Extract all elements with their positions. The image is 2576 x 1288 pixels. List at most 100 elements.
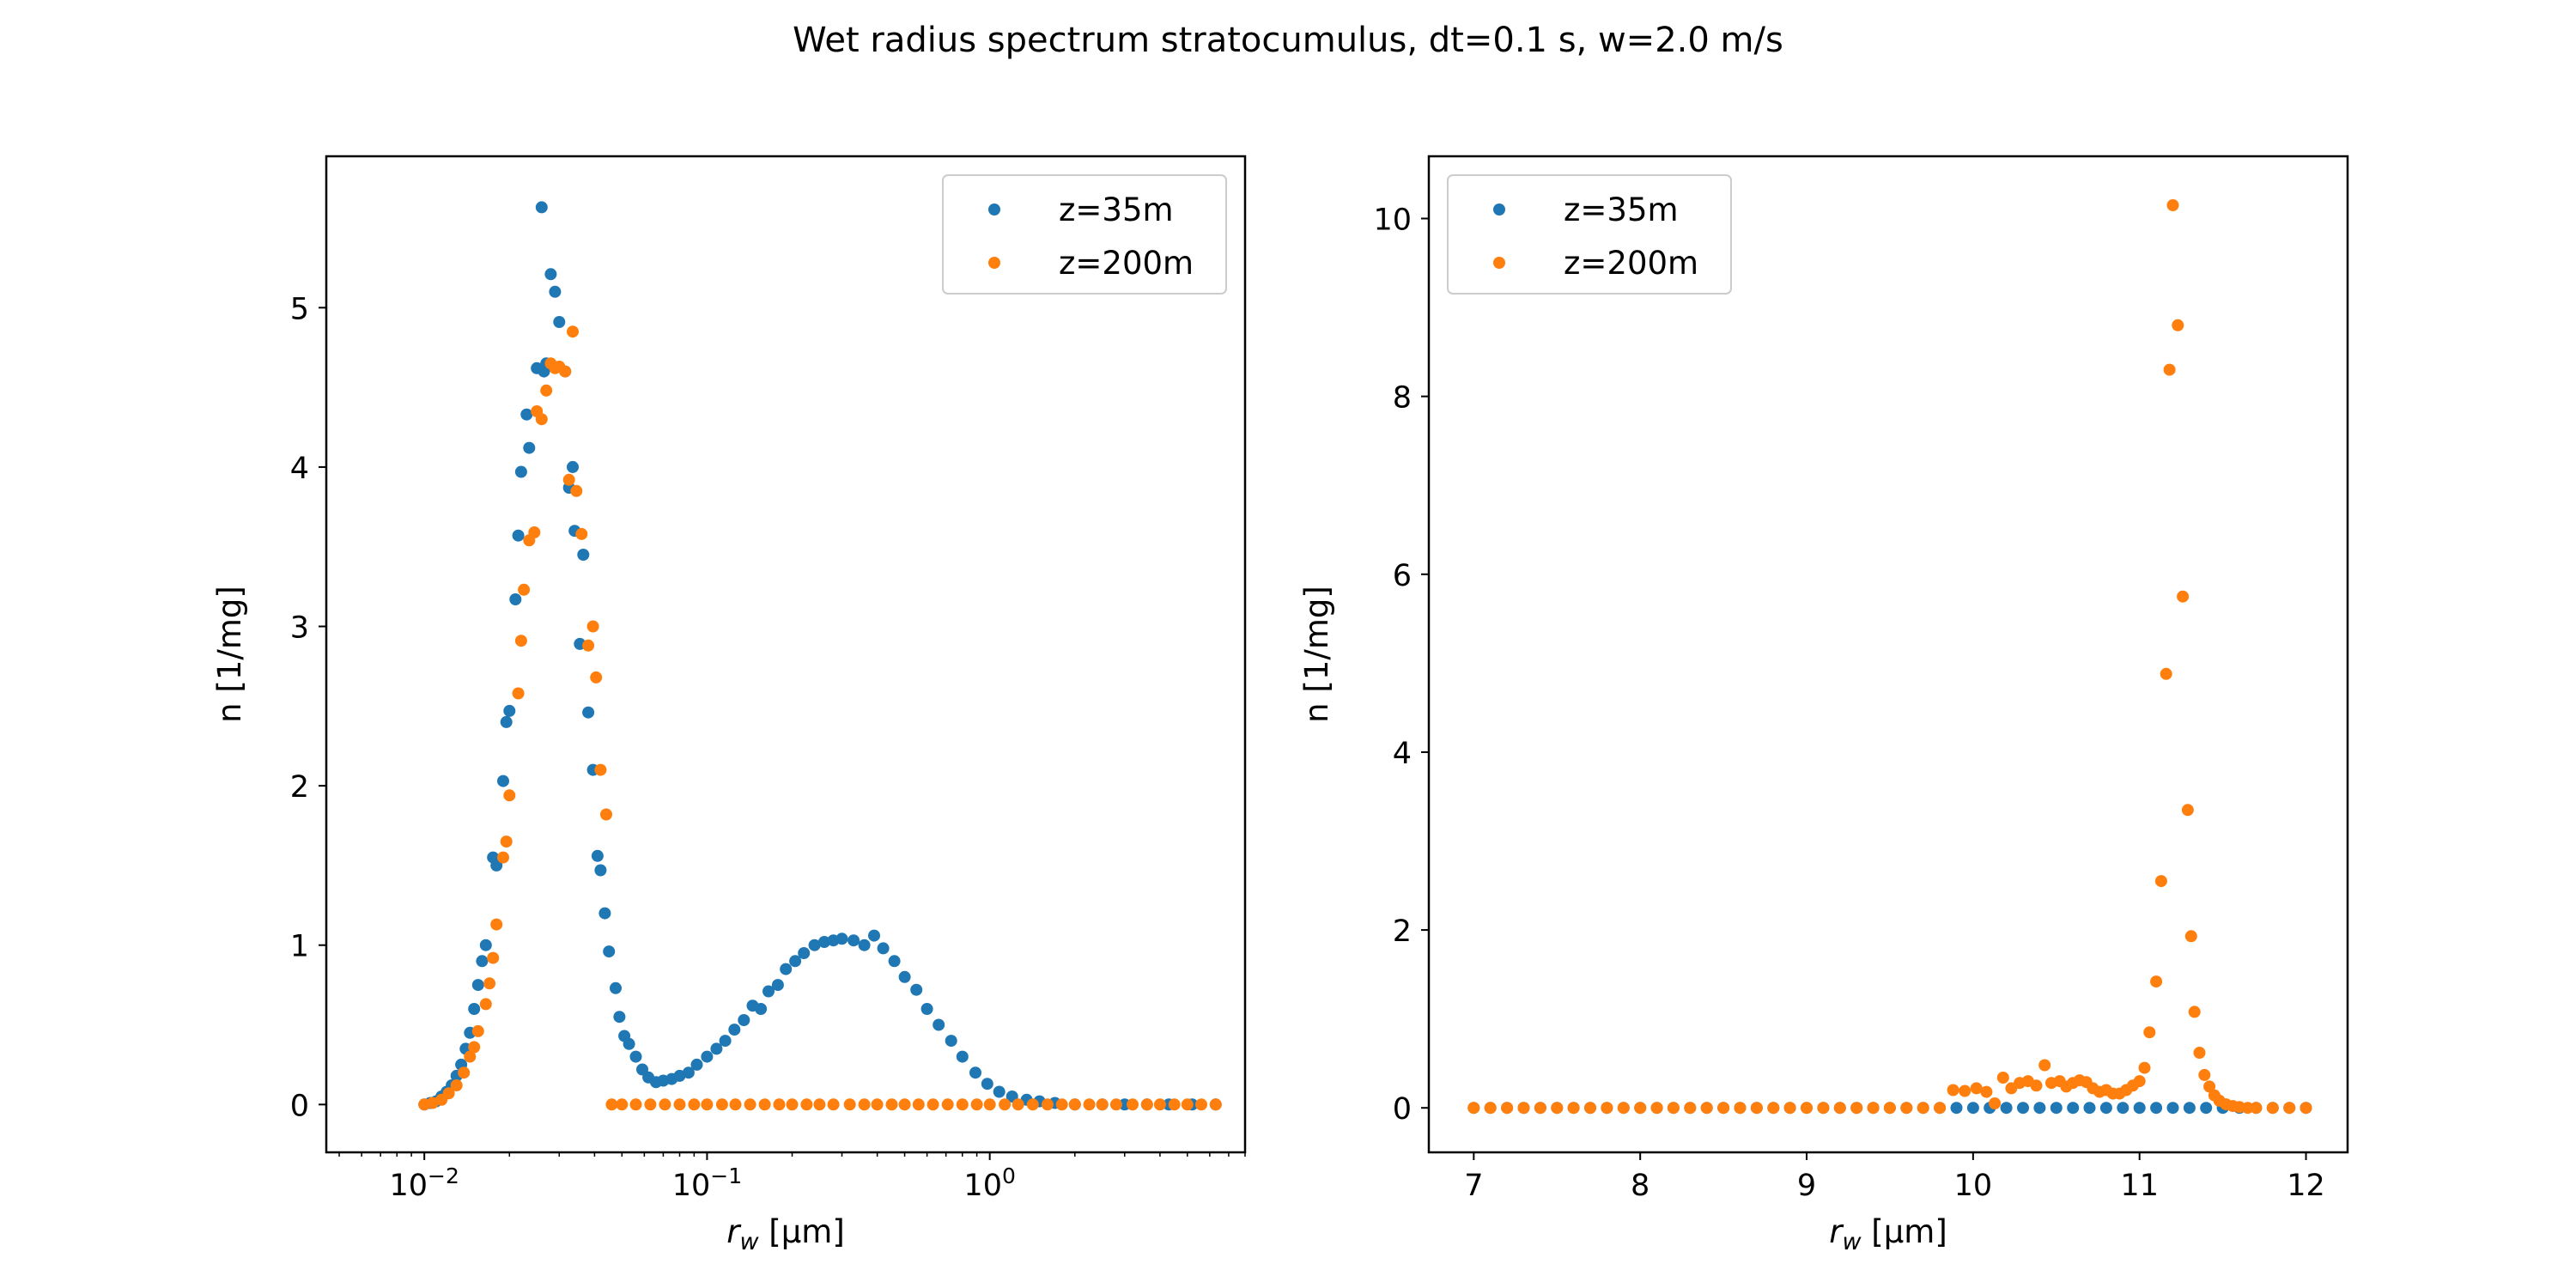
data-point	[659, 1098, 671, 1111]
data-point	[544, 268, 557, 281]
data-point	[1917, 1102, 1929, 1115]
y-tick-label: 6	[1393, 559, 1412, 593]
data-point	[471, 1024, 484, 1037]
x-axis-label: rw [μm]	[726, 1213, 845, 1255]
y-axis-label: n [1/mg]	[211, 586, 248, 723]
data-point	[1584, 1102, 1596, 1115]
data-point	[1096, 1098, 1109, 1111]
data-point	[644, 1098, 657, 1111]
y-tick-label: 8	[1393, 381, 1412, 416]
data-point	[497, 775, 509, 787]
data-point	[567, 460, 579, 473]
data-point	[755, 1003, 768, 1015]
data-point	[2163, 363, 2176, 376]
legend-label: z=35m	[1059, 191, 1174, 228]
y-tick-label: 4	[290, 452, 309, 486]
data-point	[2030, 1079, 2043, 1092]
data-point	[464, 1050, 477, 1063]
data-point	[744, 1098, 756, 1111]
data-point	[1867, 1102, 1880, 1115]
data-point	[800, 1098, 813, 1111]
x-tick-label: 9	[1797, 1169, 1816, 1203]
data-point	[1068, 1098, 1081, 1111]
data-point	[1959, 1084, 1971, 1097]
legend-marker	[988, 257, 1000, 269]
data-point	[1817, 1102, 1830, 1115]
legend-label: z=200m	[1059, 245, 1194, 282]
data-point	[1601, 1102, 1613, 1115]
data-point	[591, 849, 604, 862]
data-point	[2133, 1075, 2146, 1088]
data-point	[605, 1098, 618, 1111]
x-axis-label: rw [μm]	[1829, 1213, 1947, 1255]
series-1-points	[418, 201, 1222, 1111]
data-point	[898, 1098, 911, 1111]
data-point	[885, 1098, 898, 1111]
data-point	[2050, 1102, 2063, 1115]
y-tick-label: 1	[290, 930, 309, 964]
data-point	[586, 620, 599, 633]
data-point	[553, 316, 566, 328]
data-point	[920, 1003, 933, 1015]
y-tick-label: 0	[1393, 1092, 1412, 1127]
data-point	[983, 1098, 996, 1111]
data-point	[898, 970, 911, 983]
data-point	[594, 763, 607, 776]
data-point	[575, 527, 588, 540]
data-point	[1934, 1102, 1947, 1115]
legend-frame	[1447, 174, 1732, 295]
data-point	[1833, 1102, 1846, 1115]
data-point	[540, 384, 553, 397]
data-point	[610, 981, 622, 994]
x-tick-label: 12	[2287, 1169, 2325, 1203]
legend-label: z=200m	[1564, 245, 1698, 282]
data-point	[2017, 1102, 2029, 1115]
data-point	[1484, 1102, 1497, 1115]
data-point	[1517, 1102, 1530, 1115]
data-point	[1567, 1102, 1580, 1115]
y-tick-label: 2	[290, 770, 309, 805]
data-point	[912, 1098, 925, 1111]
legend-label: z=35m	[1564, 191, 1679, 228]
data-point	[1109, 1098, 1122, 1111]
data-point	[999, 1098, 1012, 1111]
data-point	[2150, 1102, 2163, 1115]
data-point	[2241, 1102, 2254, 1115]
y-axis-label: n [1/mg]	[1298, 586, 1335, 723]
data-point	[594, 864, 607, 877]
data-point	[2154, 875, 2167, 888]
series-2-points	[418, 325, 1222, 1111]
data-point	[786, 1098, 799, 1111]
data-point	[512, 529, 525, 542]
data-point	[518, 583, 531, 596]
data-point	[468, 1003, 481, 1015]
data-point	[490, 918, 503, 931]
data-point	[858, 939, 871, 951]
data-point	[2300, 1102, 2312, 1115]
data-point	[2067, 1102, 2080, 1115]
data-point	[514, 465, 527, 478]
data-point	[1667, 1102, 1680, 1115]
data-point	[868, 929, 880, 942]
data-point	[2172, 319, 2184, 331]
data-point	[598, 907, 611, 920]
data-point	[442, 1087, 455, 1100]
data-point	[2143, 1026, 2156, 1039]
data-point	[729, 1098, 742, 1111]
data-point	[2000, 1102, 2013, 1115]
data-point	[933, 1018, 945, 1031]
data-point	[483, 977, 496, 990]
data-point	[673, 1098, 686, 1111]
legend-marker	[1493, 257, 1505, 269]
data-point	[2150, 975, 2163, 988]
data-point	[1734, 1102, 1747, 1115]
data-point	[956, 1050, 969, 1063]
x-tick-label: 10−2	[389, 1163, 459, 1203]
data-point	[2200, 1102, 2213, 1115]
data-point	[509, 593, 522, 605]
data-point	[1801, 1102, 1813, 1115]
data-point	[535, 201, 548, 214]
data-point	[1551, 1102, 1564, 1115]
data-point	[514, 635, 527, 647]
data-point	[771, 979, 784, 992]
